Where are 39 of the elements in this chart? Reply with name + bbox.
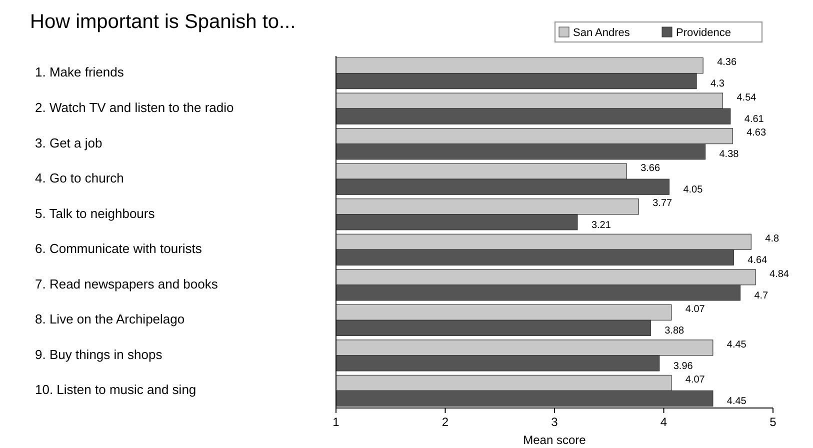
data-label: 4.63 [746, 128, 766, 139]
data-label: 3.96 [673, 360, 694, 372]
data-label: 3.21 [591, 220, 612, 231]
data-label: 4.54 [736, 92, 757, 104]
y-tick-label: 5. Talk to neighbours [35, 206, 156, 221]
x-axis-title: Mean score [523, 433, 586, 447]
x-tick-label: 1 [332, 415, 340, 429]
data-label: 4.61 [744, 114, 764, 125]
y-tick-label: 9. Buy things in shops [35, 346, 163, 362]
data-label: 4.07 [685, 304, 706, 316]
data-label: 4.45 [726, 396, 747, 408]
y-tick-label: 4. Go to church [35, 170, 124, 186]
data-label: 4.07 [685, 374, 706, 386]
y-tick-label: 10. Listen to music and sing [35, 382, 196, 398]
y-tick-label: 6. Communicate with tourists [35, 241, 202, 256]
data-label: 4.36 [717, 57, 737, 68]
x-tick-label: 4 [660, 415, 668, 429]
y-tick-label: 2. Watch TV and listen to the radio [35, 100, 234, 115]
data-label: 3.88 [664, 326, 685, 337]
data-label: 4.64 [748, 255, 768, 266]
x-tick-label: 5 [770, 415, 777, 429]
data-label: 4.8 [765, 234, 780, 245]
text: How important is Spanish to... [30, 11, 296, 33]
y-tick-label: 3. Get a job [35, 135, 102, 150]
data-label: 4.05 [683, 184, 704, 196]
data-label: 3.77 [652, 198, 673, 210]
data-label: 4.38 [719, 149, 740, 160]
legend-label: San Andres [573, 27, 630, 39]
x-tick-label: 3 [551, 415, 558, 429]
data-label: 4.3 [710, 78, 725, 90]
data-label: 4.7 [754, 290, 769, 302]
legend-label: Providence [676, 27, 732, 39]
x-tick-label: 2 [442, 415, 449, 429]
y-tick-label: 1. Make friends [35, 64, 124, 80]
data-label: 4.45 [726, 339, 747, 350]
data-label: 4.84 [770, 268, 790, 280]
data-label: 3.66 [640, 162, 661, 174]
y-tick-label: 8. Live on the Archipelago [35, 312, 185, 327]
y-tick-label: 7. Read newspapers and books [35, 276, 218, 292]
